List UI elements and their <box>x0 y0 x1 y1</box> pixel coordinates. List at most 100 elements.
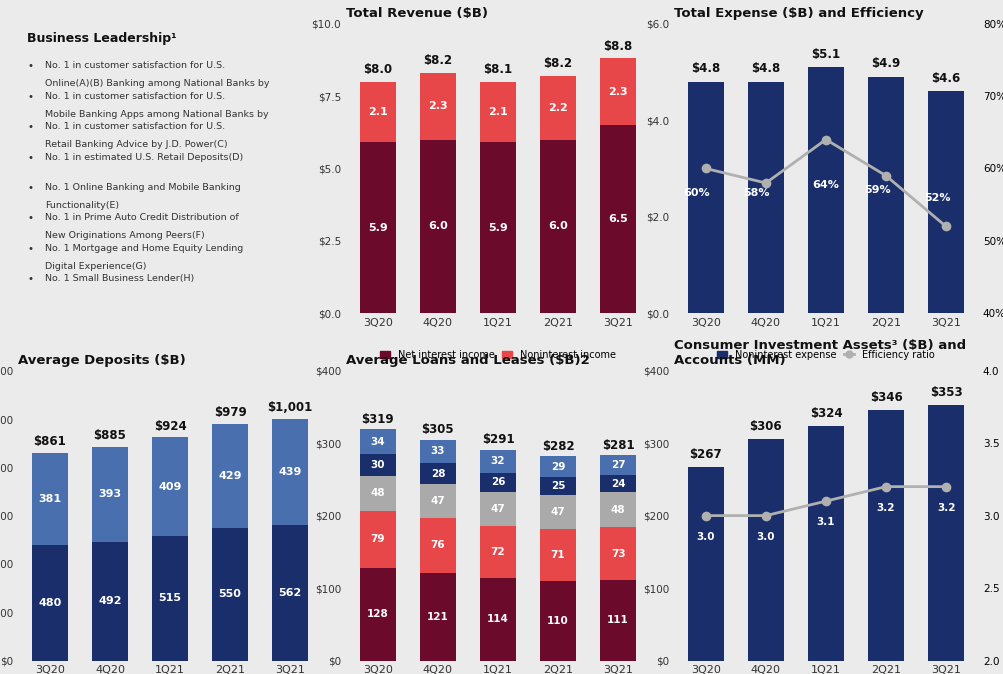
Text: 72: 72 <box>490 547 505 557</box>
Bar <box>600 125 636 313</box>
Text: $319: $319 <box>361 412 394 426</box>
Text: •: • <box>27 274 33 284</box>
Text: $291: $291 <box>481 433 514 446</box>
Text: No. 1 in customer satisfaction for U.S.: No. 1 in customer satisfaction for U.S. <box>45 92 226 100</box>
Text: 32: 32 <box>490 456 505 466</box>
Bar <box>212 424 248 528</box>
Text: $8.8: $8.8 <box>603 40 632 53</box>
Bar <box>359 476 395 510</box>
Bar <box>359 510 395 568</box>
Text: 25: 25 <box>551 481 565 491</box>
Text: $306: $306 <box>749 420 781 433</box>
Text: 492: 492 <box>98 596 121 606</box>
Text: Average Loans and Leases ($B)2: Average Loans and Leases ($B)2 <box>346 354 589 367</box>
Bar <box>687 467 723 661</box>
Bar <box>540 529 576 581</box>
Text: $5.1: $5.1 <box>810 48 840 61</box>
Bar <box>540 495 576 529</box>
Bar <box>272 525 308 661</box>
Text: $346: $346 <box>869 391 902 404</box>
Text: 439: 439 <box>278 467 302 477</box>
Bar <box>479 492 516 526</box>
Text: New Originations Among Peers(F): New Originations Among Peers(F) <box>45 231 205 241</box>
Bar <box>540 456 576 477</box>
Text: 71: 71 <box>551 550 565 560</box>
Bar <box>868 77 903 313</box>
Bar <box>747 82 783 313</box>
Text: 6.0: 6.0 <box>548 222 568 231</box>
Text: 6.0: 6.0 <box>427 222 447 231</box>
Bar <box>359 429 395 454</box>
Text: 59%: 59% <box>863 185 890 195</box>
Bar <box>479 578 516 661</box>
Text: 480: 480 <box>38 598 61 607</box>
Bar <box>151 437 188 536</box>
Text: 30: 30 <box>370 460 385 470</box>
Bar <box>600 527 636 580</box>
Text: $861: $861 <box>33 435 66 448</box>
Text: •: • <box>27 152 33 162</box>
Text: $4.8: $4.8 <box>750 62 779 75</box>
Text: 3.2: 3.2 <box>936 503 955 512</box>
Bar <box>540 140 576 313</box>
Text: •: • <box>27 92 33 102</box>
Text: Consumer Investment Assets³ ($B) and
Accounts (MM): Consumer Investment Assets³ ($B) and Acc… <box>673 339 965 367</box>
Text: 128: 128 <box>367 609 388 619</box>
Text: 47: 47 <box>430 496 445 506</box>
Text: 79: 79 <box>370 534 385 544</box>
Text: 29: 29 <box>551 462 565 472</box>
Text: 64%: 64% <box>811 181 839 190</box>
Bar <box>32 545 68 661</box>
Bar <box>807 67 844 313</box>
Text: No. 1 in customer satisfaction for U.S.: No. 1 in customer satisfaction for U.S. <box>45 122 226 131</box>
Text: Online(A)(B) Banking among National Banks by: Online(A)(B) Banking among National Bank… <box>45 80 270 88</box>
Text: 47: 47 <box>490 503 505 514</box>
Bar <box>32 452 68 545</box>
Text: No. 1 Mortgage and Home Equity Lending: No. 1 Mortgage and Home Equity Lending <box>45 244 244 253</box>
Bar <box>540 477 576 495</box>
Bar <box>359 82 395 142</box>
Bar <box>419 73 455 140</box>
Text: $8.0: $8.0 <box>363 63 392 75</box>
Text: 5.9: 5.9 <box>487 223 508 233</box>
Text: Mobile Banking Apps among National Banks by: Mobile Banking Apps among National Banks… <box>45 110 269 119</box>
Text: Functionality(E): Functionality(E) <box>45 201 119 210</box>
Text: 121: 121 <box>426 612 448 621</box>
Text: $924: $924 <box>153 419 187 433</box>
Text: $979: $979 <box>214 406 246 419</box>
Text: 3.0: 3.0 <box>756 532 774 541</box>
Bar <box>600 456 636 475</box>
Text: 2.2: 2.2 <box>548 102 568 113</box>
Text: $324: $324 <box>808 407 842 420</box>
Text: •: • <box>27 61 33 71</box>
Text: $8.1: $8.1 <box>482 63 513 75</box>
Text: Digital Experience(G): Digital Experience(G) <box>45 262 146 271</box>
Bar <box>479 450 516 473</box>
Text: $8.2: $8.2 <box>543 57 572 70</box>
Text: $1,001: $1,001 <box>267 401 312 414</box>
Text: $281: $281 <box>601 439 634 452</box>
Text: 111: 111 <box>607 615 628 625</box>
Bar <box>359 454 395 476</box>
Text: 28: 28 <box>430 468 444 479</box>
Text: $282: $282 <box>542 439 574 452</box>
Bar <box>479 82 516 142</box>
Bar <box>687 82 723 313</box>
Text: 2.1: 2.1 <box>368 107 387 117</box>
Text: 3.2: 3.2 <box>876 503 895 512</box>
Text: No. 1 in Prime Auto Credit Distribution of: No. 1 in Prime Auto Credit Distribution … <box>45 214 239 222</box>
Legend: Net interest income, Noninterest income: Net interest income, Noninterest income <box>376 346 619 363</box>
Text: 515: 515 <box>158 593 182 603</box>
Text: 60%: 60% <box>683 188 709 198</box>
Text: 381: 381 <box>38 493 61 503</box>
Bar <box>868 410 903 661</box>
Text: No. 1 Small Business Lender(H): No. 1 Small Business Lender(H) <box>45 274 195 283</box>
Text: Average Deposits ($B): Average Deposits ($B) <box>18 354 186 367</box>
Bar <box>419 140 455 313</box>
Text: 393: 393 <box>98 489 121 499</box>
Text: 73: 73 <box>610 549 625 559</box>
Bar <box>479 526 516 578</box>
Bar <box>419 573 455 661</box>
Text: •: • <box>27 214 33 223</box>
Text: 76: 76 <box>430 541 444 550</box>
